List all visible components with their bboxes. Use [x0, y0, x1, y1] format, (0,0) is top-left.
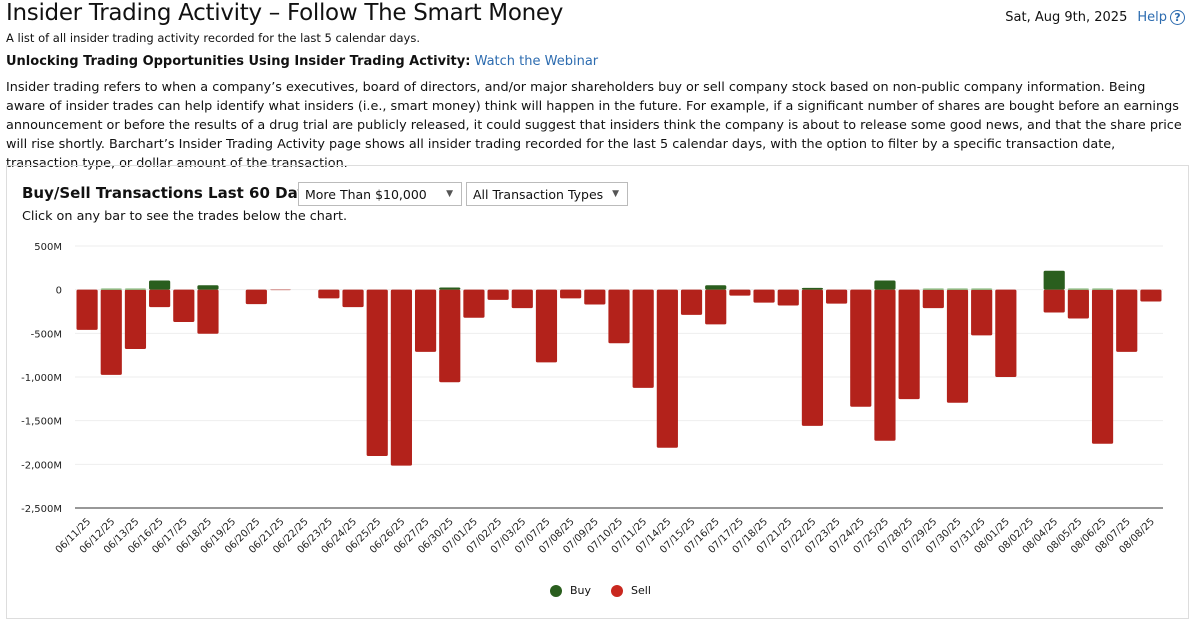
buy-bar[interactable]: [801, 287, 824, 290]
sell-bar[interactable]: [487, 289, 509, 300]
buy-bar[interactable]: [705, 285, 727, 290]
chart-hint: Click on any bar to see the trades below…: [22, 209, 348, 224]
sell-bar[interactable]: [753, 289, 775, 303]
sell-bar[interactable]: [511, 289, 533, 309]
y-tick-label: 0: [56, 286, 62, 297]
sell-bar[interactable]: [318, 289, 340, 299]
buy-dot-icon: [550, 584, 562, 597]
help-link[interactable]: Help?: [1137, 10, 1185, 25]
chevron-down-icon: ▼: [446, 189, 453, 199]
sell-bar[interactable]: [414, 289, 437, 352]
question-circle-icon: ?: [1170, 10, 1185, 25]
buy-bar[interactable]: [1043, 270, 1065, 290]
promo: Unlocking Trading Opportunities Using In…: [6, 54, 598, 69]
legend-sell[interactable]: Sell: [611, 584, 651, 597]
type-filter-select[interactable]: All Transaction Types ▼: [466, 182, 628, 206]
sell-bar[interactable]: [705, 289, 727, 325]
y-tick-label: 500M: [34, 242, 62, 253]
sell-bar[interactable]: [124, 289, 147, 350]
buy-bar[interactable]: [874, 280, 896, 290]
buy-bar[interactable]: [1067, 288, 1089, 290]
sell-bar[interactable]: [463, 289, 485, 318]
type-filter-value: All Transaction Types: [473, 186, 604, 202]
header-right: Sat, Aug 9th, 2025 Help?: [1005, 10, 1185, 25]
buy-bar[interactable]: [946, 288, 969, 290]
sell-bar[interactable]: [173, 289, 195, 322]
sell-bar[interactable]: [1140, 289, 1162, 302]
description: Insider trading refers to when a company…: [6, 80, 1182, 171]
sell-bar[interactable]: [197, 289, 219, 334]
y-tick-label: -500M: [31, 329, 62, 340]
amount-filter-value: More Than $10,000: [305, 186, 427, 202]
page-title: Insider Trading Activity – Follow The Sm…: [6, 0, 564, 26]
buy-bar[interactable]: [149, 280, 171, 290]
page-subtitle: A list of all insider trading activity r…: [6, 31, 420, 45]
sell-bar[interactable]: [632, 289, 654, 388]
sell-bar[interactable]: [777, 289, 799, 306]
sell-bar[interactable]: [390, 289, 412, 466]
sell-bar[interactable]: [535, 289, 558, 363]
chart-title: Buy/Sell Transactions Last 60 Days: [22, 184, 316, 202]
sell-bar[interactable]: [1091, 289, 1114, 444]
buy-bar[interactable]: [971, 288, 993, 290]
sell-bar[interactable]: [1067, 289, 1089, 319]
sell-bar[interactable]: [1116, 289, 1138, 352]
amount-filter-select[interactable]: More Than $10,000 ▼: [298, 182, 462, 206]
sell-bar[interactable]: [100, 289, 122, 375]
y-tick-label: -2,000M: [21, 460, 62, 471]
sell-bar[interactable]: [946, 289, 969, 403]
sell-bar[interactable]: [560, 289, 582, 299]
buy-bar[interactable]: [124, 288, 147, 290]
legend-sell-label: Sell: [631, 584, 651, 597]
sell-dot-icon: [611, 584, 624, 597]
sell-bar[interactable]: [729, 289, 751, 296]
sell-bar[interactable]: [245, 289, 267, 305]
sell-bar[interactable]: [826, 289, 848, 304]
sell-bar[interactable]: [850, 289, 872, 407]
sell-bar[interactable]: [971, 289, 993, 336]
sell-bar[interactable]: [1043, 289, 1065, 313]
chart-legend: Buy Sell: [550, 584, 651, 597]
sell-bar[interactable]: [608, 289, 630, 344]
sell-bar[interactable]: [680, 289, 703, 315]
chart-panel: [6, 165, 1189, 619]
sell-bar[interactable]: [656, 289, 678, 448]
chevron-down-icon: ▼: [612, 189, 619, 199]
sell-bar[interactable]: [874, 289, 896, 441]
buy-bar[interactable]: [922, 288, 944, 290]
promo-label: Unlocking Trading Opportunities Using In…: [6, 54, 471, 69]
legend-buy-label: Buy: [570, 584, 592, 597]
watch-webinar-link[interactable]: Watch the Webinar: [474, 54, 599, 69]
help-label: Help: [1137, 10, 1167, 25]
bar-chart: 500M0-500M-1,000M-1,500M-2,000M-2,500M06…: [21, 242, 1163, 556]
y-tick-label: -2,500M: [21, 504, 62, 515]
sell-bar[interactable]: [922, 289, 944, 309]
buy-bar[interactable]: [1091, 288, 1114, 290]
buy-bar[interactable]: [197, 285, 219, 290]
buy-bar[interactable]: [439, 287, 461, 290]
sell-bar[interactable]: [584, 289, 606, 305]
sell-bar[interactable]: [342, 289, 364, 308]
y-tick-label: -1,000M: [21, 373, 62, 384]
sell-bar[interactable]: [801, 289, 824, 426]
sell-bar[interactable]: [995, 289, 1017, 377]
sell-bar[interactable]: [439, 289, 461, 383]
sell-bar[interactable]: [366, 289, 388, 457]
y-tick-label: -1,500M: [21, 417, 62, 428]
sell-bar[interactable]: [76, 289, 98, 330]
sell-bar[interactable]: [149, 289, 171, 308]
sell-bar[interactable]: [898, 289, 920, 400]
legend-buy[interactable]: Buy: [550, 584, 591, 597]
buy-bar[interactable]: [100, 288, 122, 290]
current-date: Sat, Aug 9th, 2025: [1005, 10, 1128, 25]
